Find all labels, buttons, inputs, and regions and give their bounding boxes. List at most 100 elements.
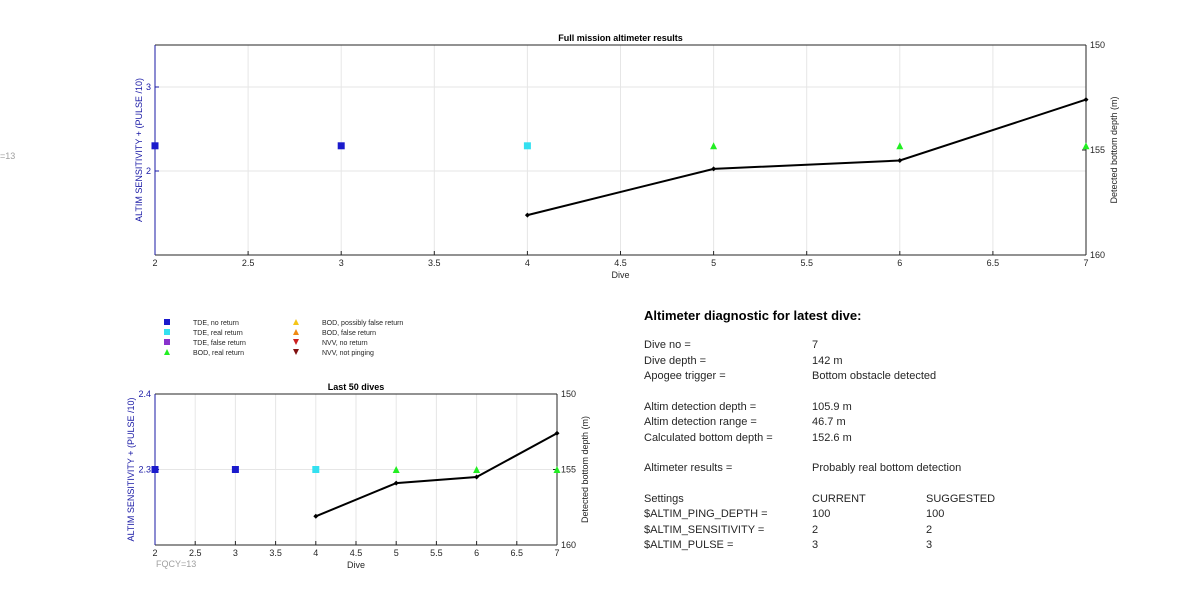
x-tick-label: 4 [525,258,530,268]
current-header: CURRENT [812,492,866,505]
last-50-dives-chart: 2 2.5 3 3.5 4 4.5 5 5.5 6 6.5 7 2.3 2.4 150 155 160 Last… [126,382,590,570]
data-point [710,142,718,150]
x-tick-label: 4 [313,548,318,558]
legend-label: TDE, no return [193,320,239,327]
altimeter-diagnostic-panel: Altimeter diagnostic for latest dive: Di… [644,308,1064,555]
settings-header-row: Settings CURRENT SUGGESTED [644,493,1064,509]
ping-depth-current: 100 [812,508,831,520]
bottom-depth-point [393,480,399,486]
x-tick-label: 6 [474,548,479,558]
dive-depth-value: 142 m [812,354,843,367]
x-tick-label: 7 [554,548,559,558]
legend-label: BOD, real return [193,350,244,357]
x-tick-label: 2 [152,258,157,268]
data-point [553,466,561,473]
ping-depth-row: $ALTIM_PING_DEPTH = 100 100 [644,508,1064,524]
y2-tick-label: 160 [1090,250,1105,260]
bottom-depth-point [524,212,530,218]
y-tick-label: 3 [146,82,151,92]
suggested-header: SUGGESTED [926,492,996,505]
x-tick-label: 4.5 [614,258,627,268]
detection-depth-label: Altim detection depth = [644,400,757,413]
dive-depth-row: Dive depth = 142 m [644,355,1064,371]
legend-marker [164,329,170,335]
bottom-depth-point [897,158,903,163]
x-tick-label: 3 [233,548,238,558]
data-point [896,142,904,150]
data-point [151,142,159,150]
apogee-row: Apogee trigger = Bottom obstacle detecte… [644,370,1064,386]
bottom-depth-point [474,474,480,480]
calculated-depth-label: Calculated bottom depth = [644,431,773,444]
x-tick-label: 3 [339,258,344,268]
data-point [392,466,400,473]
x-tick-label: 5 [394,548,399,558]
calculated-depth-row: Calculated bottom depth = 152.6 m [644,432,1064,448]
bottom-depth-point [711,166,717,172]
results-row: Altimeter results = Probably real bottom… [644,462,1064,478]
x-tick-label: 6 [897,258,902,268]
y2-tick-label: 150 [561,389,576,399]
marker-legend: TDE, no return TDE, real return TDE, false… [164,319,403,357]
chart-title: Last 50 dives [328,382,385,392]
pulse-suggested: 3 [926,539,933,551]
dive-no-value: 7 [812,339,819,351]
full-mission-chart: 2 2.5 3 3.5 4 4.5 5 5.5 6 6.5 7 2 3 150 155 160 Full mis… [134,33,1119,280]
dive-no-row: Dive no = 7 [644,339,1064,355]
x-tick-label: 2.5 [189,548,202,558]
results-value: Probably real bottom detection [812,462,962,474]
x-tick-label: 4.5 [350,548,363,558]
x-axis-label: Dive [611,270,629,280]
data-point [312,466,320,473]
sensitivity-row: $ALTIM_SENSITIVITY = 2 2 [644,524,1064,540]
bottom-depth-point [313,513,319,519]
legend-marker [164,349,170,355]
sensitivity-label: $ALTIM_SENSITIVITY = [644,523,765,536]
data-point [523,142,531,150]
x-axis-label: Dive [347,560,365,570]
legend-marker [293,339,299,345]
detection-range-value: 46.7 m [812,416,846,428]
detection-range-label: Altim detection range = [644,416,757,428]
ping-depth-label: $ALTIM_PING_DEPTH = [644,508,768,520]
y-axis-label: ALTIM SENSITIVITY + (PULSE /10) [134,78,144,222]
fqcy-left-label: =13 [0,151,15,161]
x-tick-label: 2 [152,548,157,558]
legend-marker [293,329,299,335]
pulse-row: $ALTIM_PULSE = 3 3 [644,539,1064,555]
x-tick-label: 7 [1083,258,1088,268]
y-axis-label: ALTIM SENSITIVITY + (PULSE /10) [126,398,136,542]
x-tick-label: 5.5 [800,258,813,268]
legend-marker [293,319,299,325]
calculated-depth-value: 152.6 m [812,431,852,444]
x-tick-label: 5 [711,258,716,268]
x-tick-label: 2.5 [242,258,255,268]
sensitivity-current: 2 [812,523,819,536]
legend-marker [164,339,170,345]
x-tick-label: 6.5 [511,548,524,558]
data-point [337,142,345,150]
diagnostic-title: Altimeter diagnostic for latest dive: [644,308,862,323]
legend-label: TDE, real return [193,330,243,337]
detection-depth-value: 105.9 m [812,400,852,413]
legend-marker [164,319,170,325]
results-label: Altimeter results = [644,462,733,474]
y2-tick-label: 155 [561,465,576,475]
y2-axis-label: Detected bottom depth (m) [580,416,590,523]
apogee-value: Bottom obstacle detected [812,370,937,382]
bottom-depth-point [1083,97,1089,103]
pulse-current: 3 [812,539,819,551]
legend-marker [293,349,299,355]
y2-axis-label: Detected bottom depth (m) [1109,96,1119,203]
y-tick-label: 2 [146,166,151,176]
y-tick-label: 2.3 [138,465,151,475]
ping-depth-suggested: 100 [926,508,945,520]
x-tick-label: 3.5 [269,548,282,558]
data-point [473,466,481,473]
detection-range-row: Altim detection range = 46.7 m [644,416,1064,432]
legend-label: NVV, not pinging [322,350,374,357]
bottom-depth-point [554,430,560,436]
detection-depth-row: Altim detection depth = 105.9 m [644,401,1064,417]
dive-depth-label: Dive depth = [644,354,707,367]
